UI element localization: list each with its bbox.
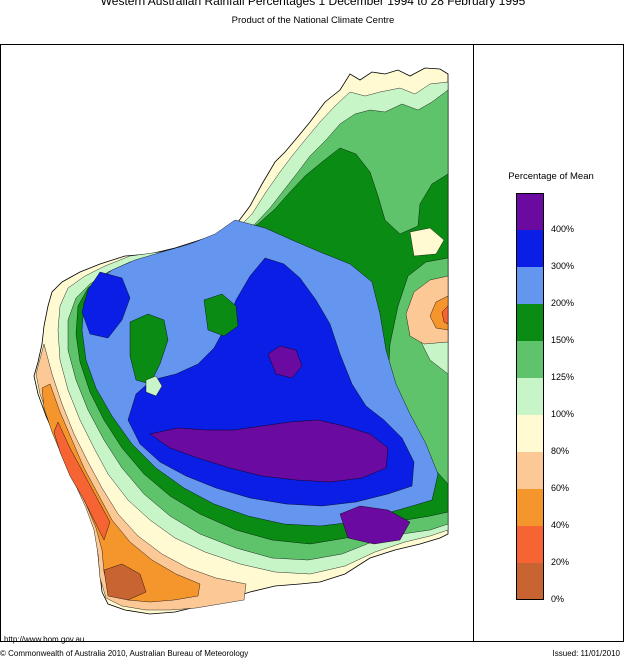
legend-divider	[473, 44, 474, 642]
legend-label: 40%	[551, 520, 570, 530]
legend-swatch	[516, 563, 544, 600]
legend-swatch	[516, 452, 544, 489]
legend-label: 0%	[551, 594, 565, 604]
legend-label: 150%	[551, 335, 575, 345]
legend-swatch	[516, 267, 544, 304]
source-url[interactable]: http://www.bom.gov.au	[4, 635, 85, 644]
map-frame	[0, 44, 624, 642]
legend-label: 300%	[551, 261, 575, 271]
legend-swatch	[516, 378, 544, 415]
legend-swatch	[516, 341, 544, 378]
map-title: Western Australian Rainfall Percentages …	[100, 0, 526, 8]
legend-swatch	[516, 230, 544, 267]
copyright-text: © Commonwealth of Australia 2010, Austra…	[0, 649, 249, 658]
legend-title: Percentage of Mean	[508, 171, 594, 182]
legend-label: 400%	[551, 224, 575, 234]
legend-swatch	[516, 304, 544, 341]
legend-label: 125%	[551, 372, 575, 382]
legend-label: 20%	[551, 557, 570, 567]
legend-swatch	[516, 489, 544, 526]
legend-label: 80%	[551, 446, 570, 456]
legend-label: 100%	[551, 409, 575, 419]
legend-swatch	[516, 526, 544, 563]
legend-label: 60%	[551, 483, 570, 493]
issued-date: Issued: 11/01/2010	[552, 649, 620, 658]
legend-swatch	[516, 193, 544, 230]
legend-label: 200%	[551, 298, 575, 308]
rainfall-map	[33, 67, 449, 615]
map-subtitle: Product of the National Climate Centre	[231, 15, 395, 26]
legend-swatch	[516, 415, 544, 452]
